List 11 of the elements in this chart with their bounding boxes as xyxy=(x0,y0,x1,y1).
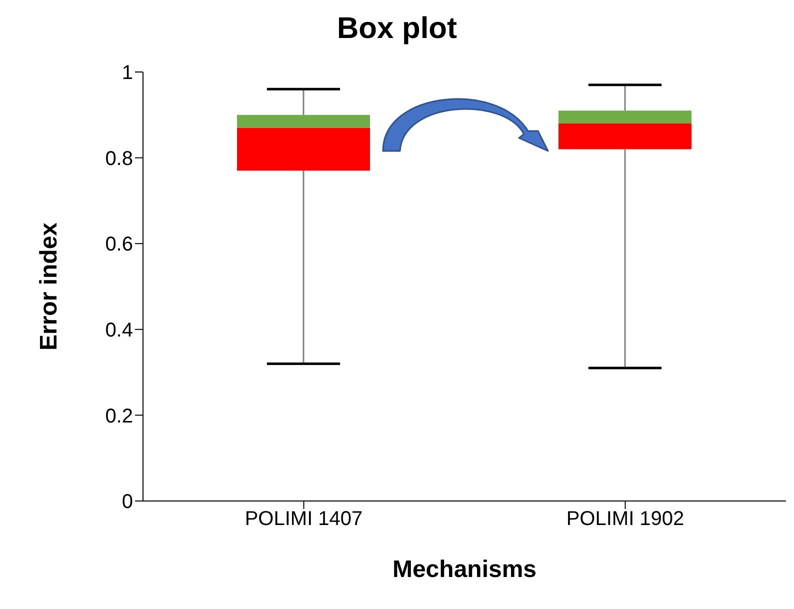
y-tick-label: 0.4 xyxy=(105,320,133,342)
x-tick-label: POLIMI 1407 xyxy=(244,508,363,530)
y-tick-label: 0.8 xyxy=(105,148,133,170)
y-tick-label: 0.2 xyxy=(105,405,133,428)
chart-title: Box plot xyxy=(336,12,458,46)
y-tick-label: 1 xyxy=(122,62,133,84)
x-tick-label: POLIMI 1902 xyxy=(566,508,684,530)
y-tick-label: 0 xyxy=(122,491,133,514)
y-tick-label: 0.6 xyxy=(105,234,133,256)
y-axis-title: Error index xyxy=(36,222,63,351)
x-axis-title: Mechanisms xyxy=(392,556,537,583)
